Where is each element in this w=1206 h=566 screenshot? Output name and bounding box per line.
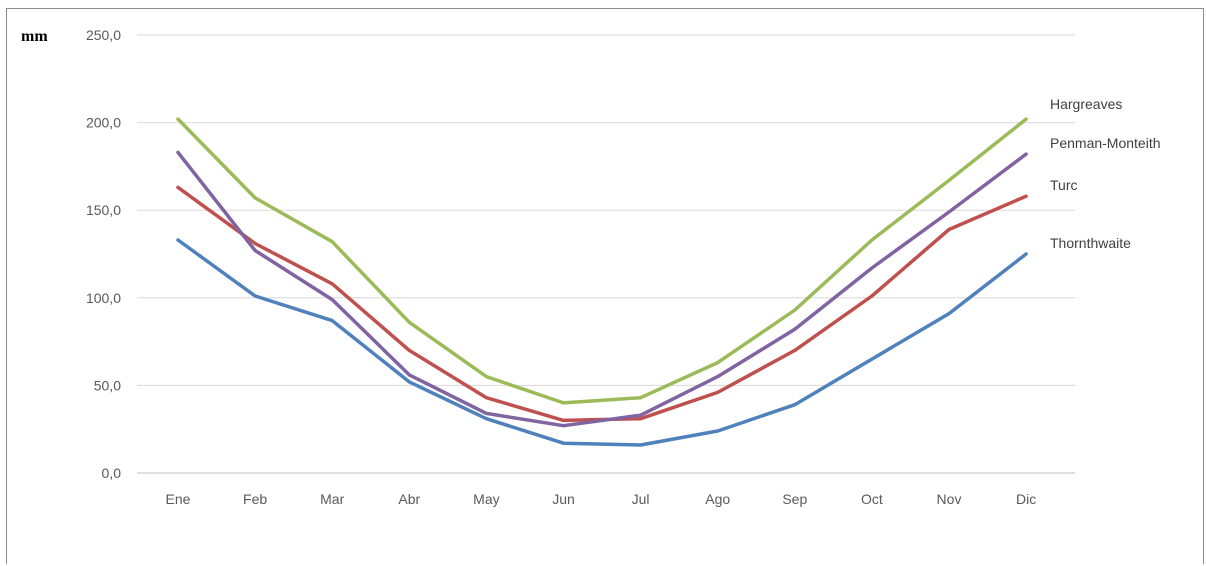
x-tick-label: Dic: [1016, 491, 1036, 507]
y-tick-label: 250,0: [86, 27, 121, 43]
series-line-penman-monteith: [176, 150, 1028, 428]
y-tick-label: 50,0: [94, 377, 121, 393]
y-tick-label: 100,0: [86, 290, 121, 306]
series-line-thornthwaite: [176, 238, 1028, 447]
series-label: Turc: [1050, 177, 1077, 193]
x-tick-label: Sep: [782, 491, 807, 507]
x-tick-label: Ago: [705, 491, 730, 507]
series-label: Thornthwaite: [1050, 235, 1131, 251]
line-chart: mm 0,0 50,0 100,0 150,0 200,0 250,0 Ene Feb Mar…: [21, 27, 1161, 507]
y-unit-label: mm: [21, 28, 48, 45]
x-tick-label: Jun: [552, 491, 575, 507]
x-tick-label: Abr: [398, 491, 420, 507]
y-axis-ticks: 0,0 50,0 100,0 150,0 200,0 250,0: [86, 27, 121, 481]
series-labels: Hargreaves Penman-Monteith Turc Thornthwait…: [1050, 96, 1161, 251]
y-tick-label: 200,0: [86, 115, 121, 131]
x-axis-ticks: Ene Feb Mar Abr May Jun Jul Ago Sep Oct Nov Dic: [166, 491, 1037, 507]
x-tick-label: Nov: [937, 491, 962, 507]
x-tick-label: Oct: [861, 491, 883, 507]
series-label: Hargreaves: [1050, 96, 1122, 112]
x-tick-label: Feb: [243, 491, 267, 507]
gridlines: [137, 34, 1075, 474]
y-tick-label: 0,0: [102, 465, 122, 481]
x-tick-label: Jul: [632, 491, 650, 507]
series-line-hargreaves: [176, 117, 1028, 405]
x-tick-label: Ene: [166, 491, 191, 507]
y-tick-label: 150,0: [86, 202, 121, 218]
x-tick-label: May: [473, 491, 499, 507]
series-lines: [176, 117, 1028, 447]
series-label: Penman-Monteith: [1050, 135, 1161, 151]
chart-frame: mm 0,0 50,0 100,0 150,0 200,0 250,0 Ene Feb Mar…: [6, 8, 1204, 564]
x-tick-label: Mar: [320, 491, 344, 507]
